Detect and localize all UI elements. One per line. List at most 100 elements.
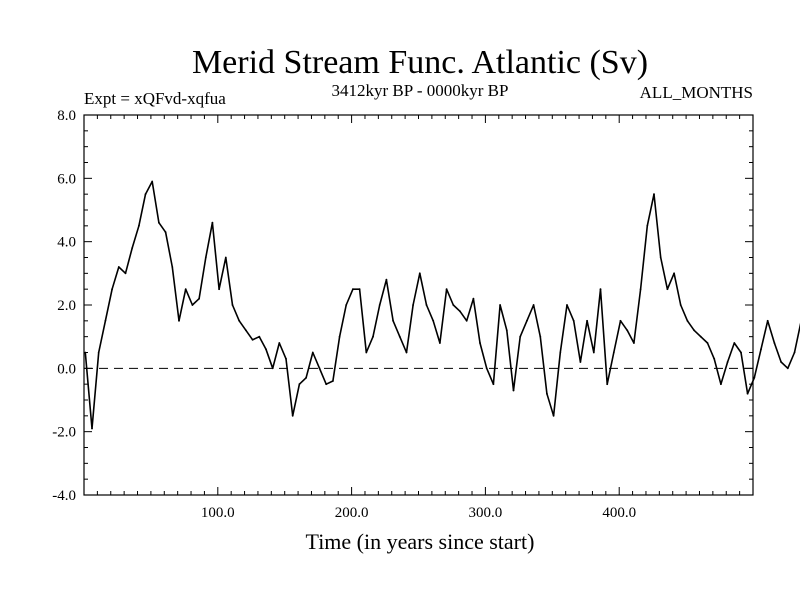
data-point <box>793 351 796 354</box>
data-point <box>746 392 749 395</box>
data-point <box>619 319 622 322</box>
data-point <box>780 361 782 363</box>
data-point <box>766 319 769 322</box>
data-point <box>204 256 207 259</box>
data-point <box>492 383 495 386</box>
data-point <box>97 351 100 354</box>
data-point <box>104 319 107 322</box>
data-point <box>445 288 448 291</box>
experiment-label: Expt = xQFvd-xqfua <box>84 89 226 108</box>
data-point <box>372 335 374 338</box>
data-point <box>418 272 421 275</box>
y-tick-label: 8.0 <box>57 108 76 124</box>
time-range-label: 3412kyr BP - 0000kyr BP <box>332 81 509 100</box>
data-point <box>138 224 140 227</box>
data-point <box>626 329 629 332</box>
data-point <box>365 351 368 354</box>
data-point <box>465 319 468 322</box>
data-point <box>378 304 381 306</box>
y-tick-label: 0.0 <box>57 361 76 377</box>
data-point <box>760 348 762 351</box>
data-point <box>646 224 649 227</box>
data-point <box>639 288 642 291</box>
data-point <box>311 351 314 354</box>
data-point <box>224 256 227 259</box>
y-tick-label: 4.0 <box>57 235 76 251</box>
data-point <box>111 288 113 291</box>
data-point <box>579 361 582 363</box>
data-point <box>753 376 756 379</box>
data-point <box>265 348 267 351</box>
data-point <box>505 329 508 332</box>
data-point <box>546 392 548 395</box>
data-point <box>512 389 515 392</box>
data-point <box>245 329 247 332</box>
data-point <box>198 297 201 300</box>
data-point <box>552 414 555 417</box>
x-tick-label: 300.0 <box>469 505 503 521</box>
data-point <box>325 383 328 386</box>
data-point <box>124 272 127 275</box>
data-point <box>345 304 348 306</box>
data-point <box>740 351 742 354</box>
data-point <box>592 351 595 354</box>
months-label: ALL_MONTHS <box>640 83 753 102</box>
data-point <box>532 304 535 306</box>
data-point <box>271 367 274 370</box>
data-point <box>773 342 776 344</box>
data-point <box>606 383 609 386</box>
plot-area: -4.0 -2.0 0.0 2.0 4.0 6.0 8.0 100.0 200.0 300.0 40… <box>52 108 800 521</box>
data-point <box>693 329 695 332</box>
data-point <box>559 351 562 354</box>
data-point <box>586 319 588 322</box>
data-point <box>318 367 321 370</box>
data-point <box>432 319 435 322</box>
data-point <box>358 288 361 291</box>
data-point <box>425 304 428 306</box>
data-point <box>131 247 134 249</box>
x-axis-label: Time (in years since start) <box>306 529 535 554</box>
data-point <box>392 319 394 322</box>
data-point <box>251 338 254 341</box>
data-point <box>211 221 214 224</box>
data-point <box>653 193 655 196</box>
data-point <box>164 231 167 234</box>
data-point <box>291 414 294 417</box>
data-point <box>258 335 261 338</box>
data-point <box>499 304 501 306</box>
data-point <box>151 180 154 183</box>
x-tick-label: 400.0 <box>602 505 636 521</box>
data-point <box>566 304 568 306</box>
y-tick-label: -4.0 <box>52 488 76 504</box>
data-point <box>305 376 307 379</box>
data-point <box>485 367 488 370</box>
data-point <box>405 351 408 354</box>
data-point <box>231 304 234 306</box>
data-point <box>733 342 736 344</box>
data-point <box>659 256 662 259</box>
data-point <box>158 221 160 224</box>
data-point <box>459 310 461 313</box>
chart-title: Merid Stream Func. Atlantic (Sv) <box>192 44 648 81</box>
data-point <box>673 272 675 275</box>
data-point <box>117 266 120 268</box>
plot-frame <box>83 114 754 496</box>
data-point <box>178 319 180 322</box>
data-point <box>472 297 475 300</box>
data-point <box>599 288 602 291</box>
x-tick-label: 100.0 <box>201 505 235 521</box>
data-point <box>452 304 455 306</box>
y-tick-label: 6.0 <box>57 171 76 187</box>
data-point <box>385 278 388 281</box>
data-point <box>720 383 722 386</box>
data-point <box>699 335 702 338</box>
data-point <box>679 304 682 306</box>
data-point <box>539 335 542 338</box>
data-point <box>526 319 528 322</box>
data-point <box>332 380 334 382</box>
data-point <box>238 319 241 322</box>
data-point <box>218 288 221 291</box>
y-tick-label: -2.0 <box>52 425 76 441</box>
y-tick-label: 2.0 <box>57 298 76 314</box>
